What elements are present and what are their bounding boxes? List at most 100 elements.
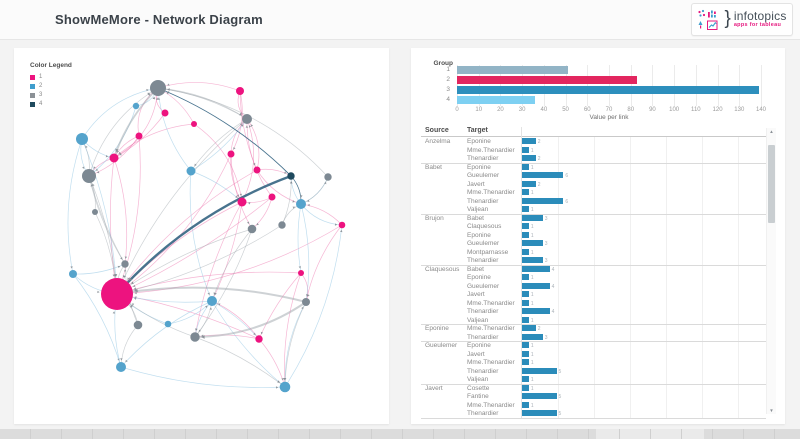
group-row-label[interactable]: 1 [446,66,450,73]
value-bar[interactable] [522,146,529,153]
network-node[interactable] [161,109,169,117]
legend-item[interactable]: 3 [30,91,72,99]
legend-item[interactable]: 1 [30,73,72,81]
target-cell[interactable]: Claquesous [467,223,502,230]
value-bar[interactable] [522,359,529,366]
network-node[interactable] [92,209,98,215]
target-cell[interactable]: Thenardier [467,197,499,205]
target-cell[interactable]: Babet [467,214,484,222]
network-node[interactable] [132,102,140,110]
target-cell[interactable]: Valjean [467,376,489,383]
network-node[interactable] [121,260,129,268]
target-cell[interactable]: Thenardier [467,333,499,341]
network-node[interactable] [207,296,217,306]
network-node[interactable] [296,199,306,209]
table-scrollbar[interactable]: ▲ ▼ [766,128,776,414]
target-cell[interactable]: Javert [467,180,485,188]
source-cell[interactable]: Babet [425,163,442,171]
value-bar[interactable] [522,257,543,264]
target-cell[interactable]: Thenardier [467,257,499,264]
target-cell[interactable]: Cosette [467,384,490,392]
network-node[interactable] [278,221,286,229]
value-bar[interactable] [522,333,543,340]
group-bar[interactable] [457,96,536,104]
value-bar[interactable] [522,138,536,145]
infotopics-logo[interactable]: } infotopics apps for tableau [691,3,793,36]
target-cell[interactable]: Mme.Thenardier [467,146,515,154]
target-cell[interactable]: Eponine [467,342,491,349]
network-node[interactable] [253,166,261,174]
source-cell[interactable]: Brujon [425,214,444,222]
target-cell[interactable]: Valjean [467,206,489,213]
network-node[interactable] [135,132,143,140]
network-diagram[interactable] [14,48,389,424]
target-cell[interactable]: Thenardier [467,410,499,417]
source-cell[interactable]: Javert [425,384,443,392]
target-cell[interactable]: Valjean [467,316,489,324]
value-bar[interactable] [522,274,529,281]
group-bar[interactable] [457,76,638,84]
value-bar[interactable] [522,316,529,323]
target-cell[interactable]: Babet [467,265,484,273]
value-bar[interactable] [522,308,550,315]
target-cell[interactable]: Javert [467,291,485,298]
value-bar[interactable] [522,214,543,221]
value-bar[interactable] [522,172,564,179]
target-cell[interactable]: Gueulemer [467,282,500,290]
target-cell[interactable]: Mme.Thenardier [467,299,515,307]
value-bar[interactable] [522,223,529,230]
value-bar[interactable] [522,299,529,306]
value-bar[interactable] [522,206,529,213]
value-bar[interactable] [522,342,529,349]
network-node[interactable] [69,270,77,278]
target-cell[interactable]: Mme.Thenardier [467,359,515,366]
value-bar[interactable] [522,376,529,383]
network-node[interactable] [150,80,166,96]
value-bar[interactable] [522,197,564,204]
value-bar[interactable] [522,231,529,238]
target-cell[interactable]: Javert [467,350,485,358]
value-bar[interactable] [522,410,557,417]
target-cell[interactable]: Eponine [467,138,491,145]
network-node[interactable] [247,224,257,234]
group-bar[interactable] [457,66,568,74]
network-node[interactable] [279,381,291,393]
target-cell[interactable]: Thenardier [467,367,499,375]
network-node[interactable] [101,278,133,310]
group-row-label[interactable]: 3 [446,86,450,93]
network-node[interactable] [76,133,88,145]
scrollbar-thumb[interactable] [768,145,775,223]
value-bar[interactable] [522,401,529,408]
target-cell[interactable]: Mme.Thenardier [467,401,515,409]
network-node[interactable] [109,153,119,163]
target-cell[interactable]: Eponine [467,231,491,239]
value-bar[interactable] [522,384,529,391]
value-bar[interactable] [522,282,550,289]
value-bar[interactable] [522,240,543,247]
value-bar[interactable] [522,367,557,374]
network-node[interactable] [237,197,247,207]
network-node[interactable] [164,320,172,328]
network-node[interactable] [302,298,310,306]
scrollbar-down-icon[interactable]: ▼ [769,408,774,413]
target-cell[interactable]: Mme.Thenardier [467,189,515,196]
network-node[interactable] [268,193,276,201]
column-header-source[interactable]: Source [425,127,449,134]
target-cell[interactable]: Gueulemer [467,240,500,247]
network-node[interactable] [236,87,244,95]
target-cell[interactable]: Gueulemer [467,172,500,179]
value-bar[interactable] [522,189,529,196]
network-node[interactable] [191,121,197,127]
network-node[interactable] [255,335,263,343]
value-bar[interactable] [522,265,550,272]
target-cell[interactable]: Thenardier [467,308,499,315]
group-bar[interactable] [457,86,759,94]
value-bar[interactable] [522,291,529,298]
value-bar[interactable] [522,163,529,170]
target-cell[interactable]: Eponine [467,163,491,171]
network-node[interactable] [82,169,96,183]
source-cell[interactable]: Gueulemer [425,342,458,349]
network-node[interactable] [298,270,304,276]
source-cell[interactable]: Claquesous [425,265,460,273]
target-cell[interactable]: Fantine [467,393,489,400]
